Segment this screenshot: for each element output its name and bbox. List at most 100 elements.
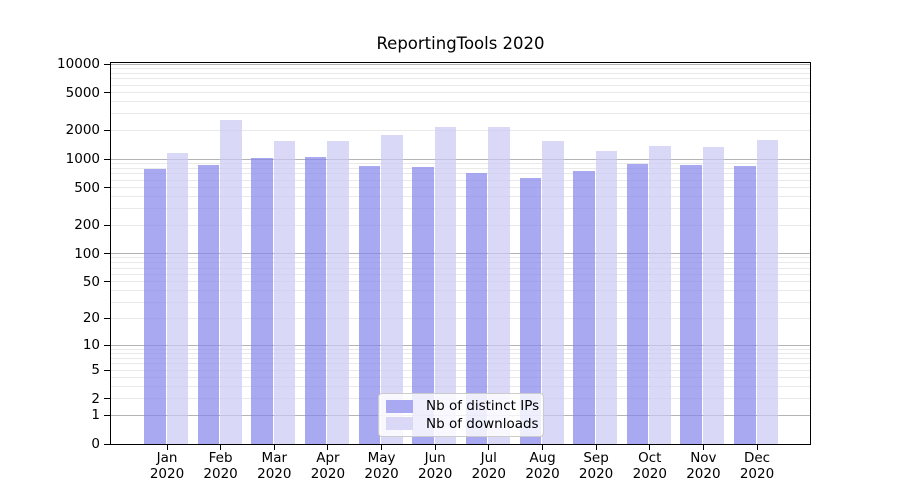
x-tick-month: Jan (156, 450, 178, 466)
legend-swatch-downloads (386, 417, 413, 431)
x-tick-label-dec: Dec 2020 (727, 450, 787, 482)
gridline-major (111, 344, 810, 346)
gridline-minor (111, 167, 810, 169)
y-tick-label-10: 10 (82, 337, 100, 354)
x-tick-year: 2020 (525, 465, 560, 482)
x-tick-month: May (367, 450, 396, 466)
y-tick-mark-100 (104, 253, 110, 255)
gridline-minor (111, 179, 810, 181)
legend-item-distinct-ips: Nb of distinct IPs (385, 398, 539, 414)
y-tick-mark-2000 (104, 129, 110, 131)
x-tick-year: 2020 (471, 465, 506, 482)
x-tick-year: 2020 (364, 465, 399, 482)
y-tick-mark-200 (104, 224, 110, 226)
x-tick-label-may: May 2020 (352, 450, 412, 482)
gridline-minor (111, 173, 810, 175)
x-tick-label-nov: Nov 2020 (673, 450, 733, 482)
x-tick-label-jan: Jan 2020 (137, 450, 197, 482)
bar-distinct-ips-oct (626, 163, 649, 444)
x-tick-mark-mar (273, 445, 275, 450)
y-tick-mark-5000 (104, 92, 110, 94)
y-tick-label-20: 20 (82, 310, 100, 327)
x-tick-mark-apr (327, 445, 329, 450)
bar-distinct-ips-jul (465, 172, 488, 444)
y-tick-mark-0 (104, 443, 110, 445)
gridline-minor (111, 196, 810, 198)
x-tick-label-sep: Sep 2020 (566, 450, 626, 482)
bar-downloads-may (381, 135, 403, 444)
gridline-minor (111, 267, 810, 269)
gridline-minor (111, 92, 810, 94)
bar-distinct-ips-jan (144, 169, 166, 444)
x-tick-month: Feb (208, 450, 233, 466)
gridline-minor (111, 72, 810, 74)
bar-distinct-ips-may (358, 165, 381, 444)
y-tick-mark-5 (104, 369, 110, 371)
gridline-minor (111, 281, 810, 283)
y-tick-label-500: 500 (74, 179, 100, 196)
gridline-minor (111, 386, 810, 388)
y-tick-label-2000: 2000 (65, 122, 100, 139)
gridline-minor (111, 78, 810, 80)
bar-downloads-aug (542, 140, 564, 444)
x-tick-label-feb: Feb 2020 (191, 450, 251, 482)
x-tick-year: 2020 (418, 465, 453, 482)
x-tick-mark-jan (166, 445, 168, 450)
plot-area: Nb of distinct IPs Nb of downloads (110, 62, 811, 445)
bar-distinct-ips-sep (573, 171, 595, 444)
y-tick-mark-10000 (104, 63, 110, 65)
bar-distinct-ips-feb (197, 164, 220, 444)
legend-item-downloads: Nb of downloads (385, 415, 539, 432)
y-tick-mark-2 (104, 398, 110, 400)
x-tick-month: Mar (261, 450, 288, 466)
gridline-major (111, 158, 810, 160)
legend-swatch-distinct-ips (386, 399, 413, 413)
y-tick-mark-1 (104, 414, 110, 416)
chart-title: ReportingTools 2020 (376, 34, 545, 53)
gridline-minor (111, 348, 810, 350)
y-tick-label-2: 2 (91, 390, 100, 407)
gridline-minor (111, 369, 810, 371)
gridline-minor (111, 273, 810, 275)
x-tick-label-jul: Jul 2020 (459, 450, 519, 482)
gridline-minor (111, 129, 810, 131)
legend: Nb of distinct IPs Nb of downloads (378, 393, 544, 437)
x-tick-month: Sep (583, 450, 609, 466)
gridline-minor (111, 224, 810, 226)
y-tick-label-100: 100 (74, 245, 100, 262)
bar-downloads-jun (434, 127, 457, 444)
x-tick-year: 2020 (739, 465, 775, 482)
gridline-minor (111, 257, 810, 259)
y-tick-label-0: 0 (91, 436, 100, 452)
x-tick-month: Oct (638, 450, 662, 466)
y-tick-label-5000: 5000 (65, 84, 100, 101)
bar-distinct-ips-aug (519, 178, 541, 444)
bar-downloads-dec (756, 140, 778, 444)
bar-downloads-jan (166, 152, 188, 444)
bar-distinct-ips-apr (304, 157, 327, 444)
gridline-minor (111, 290, 810, 292)
bar-downloads-mar (273, 141, 296, 444)
gridline-minor (111, 67, 810, 69)
x-tick-year: 2020 (578, 465, 614, 482)
legend-label-downloads: Nb of downloads (426, 415, 539, 432)
x-tick-mark-dec (756, 445, 758, 450)
y-tick-mark-10 (104, 344, 110, 346)
y-tick-label-200: 200 (74, 217, 100, 234)
gridline-major (111, 253, 810, 255)
gridline-minor (111, 352, 810, 354)
gridline-minor (111, 101, 810, 103)
gridline-major (111, 63, 810, 65)
gridline-minor (111, 162, 810, 164)
y-tick-label-10000: 10000 (57, 56, 100, 72)
bar-downloads-nov (702, 146, 725, 444)
x-tick-mark-jun (434, 445, 436, 450)
x-tick-month: Jun (424, 450, 446, 466)
x-tick-month: Apr (316, 450, 340, 466)
bar-distinct-ips-nov (680, 164, 702, 444)
gridline-minor (111, 262, 810, 264)
x-tick-mark-nov (702, 445, 704, 450)
y-tick-mark-500 (104, 187, 110, 188)
gridline-minor (111, 317, 810, 319)
